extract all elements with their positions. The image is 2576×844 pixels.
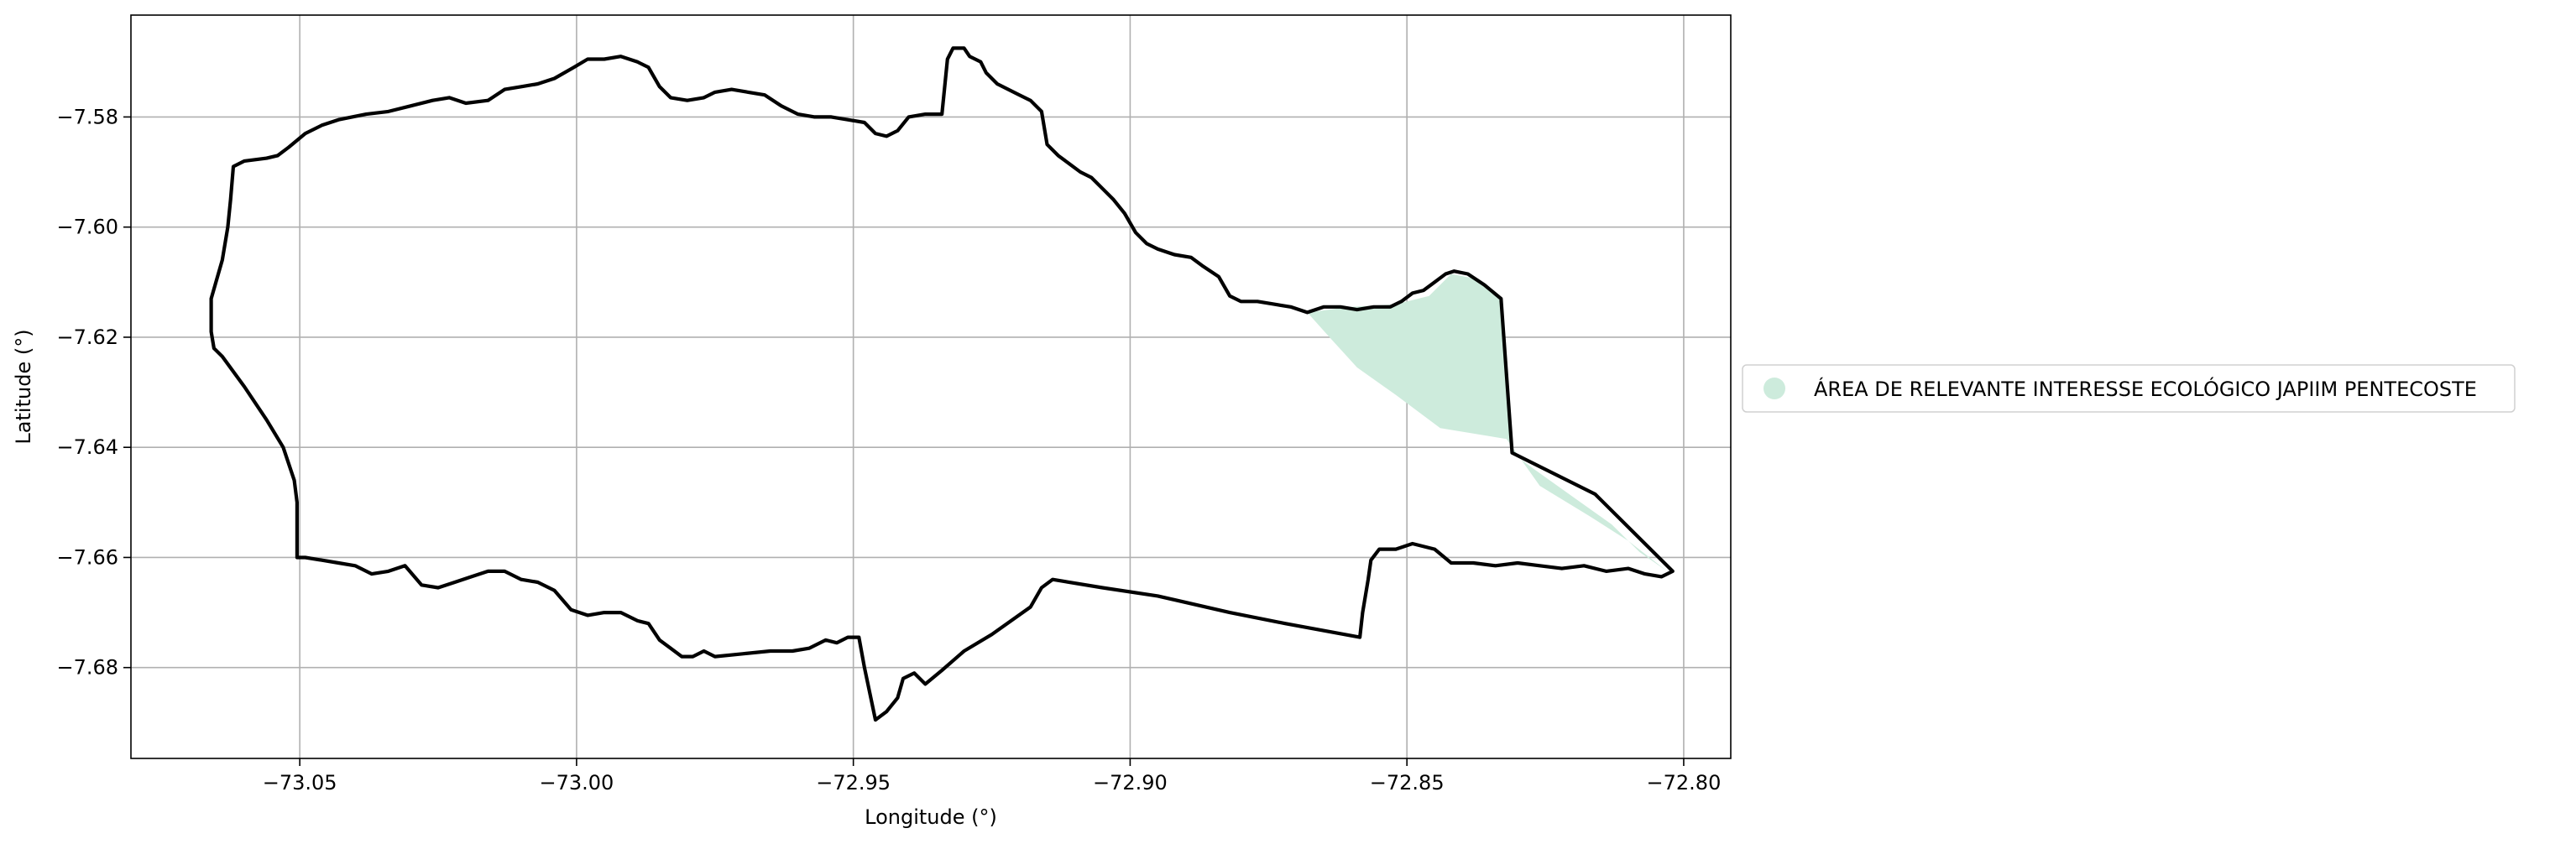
x-tick-label-5: −72.80: [1647, 771, 1722, 795]
x-tick-label-3: −72.90: [1093, 771, 1168, 795]
municipality-boundary-outline: [209, 46, 1675, 722]
y-tick-label-4: −7.66: [56, 545, 118, 569]
legend-marker-area: [1763, 378, 1785, 399]
y-tick-label-5: −7.68: [56, 656, 118, 680]
x-tick-label-4: −72.85: [1370, 771, 1445, 795]
map-layers: [209, 46, 1675, 722]
axis-ticks: −73.05 −73.00 −72.95 −72.90 −72.85 −72.80 −7.5…: [56, 105, 1721, 795]
y-tick-label-3: −7.64: [56, 435, 118, 459]
legend-label-area: ÁREA DE RELEVANTE INTERESSE ECOLÓGICO JA…: [1814, 376, 2477, 401]
x-tick-label-2: −72.95: [816, 771, 891, 795]
y-tick-label-0: −7.58: [56, 105, 118, 128]
x-axis-label: Longitude (°): [865, 805, 997, 829]
plot-frame: [130, 14, 1732, 759]
y-axis-label: Latitude (°): [12, 329, 35, 444]
x-tick-label-1: −73.00: [539, 771, 614, 795]
y-tick-label-2: −7.62: [56, 326, 118, 349]
legend: ÁREA DE RELEVANTE INTERESSE ECOLÓGICO JA…: [1742, 364, 2516, 413]
legend-frame: [1742, 364, 2516, 413]
x-tick-label-0: −73.05: [263, 771, 337, 795]
protected-area-polygon: [1307, 274, 1668, 571]
y-tick-label-1: −7.60: [56, 216, 118, 239]
